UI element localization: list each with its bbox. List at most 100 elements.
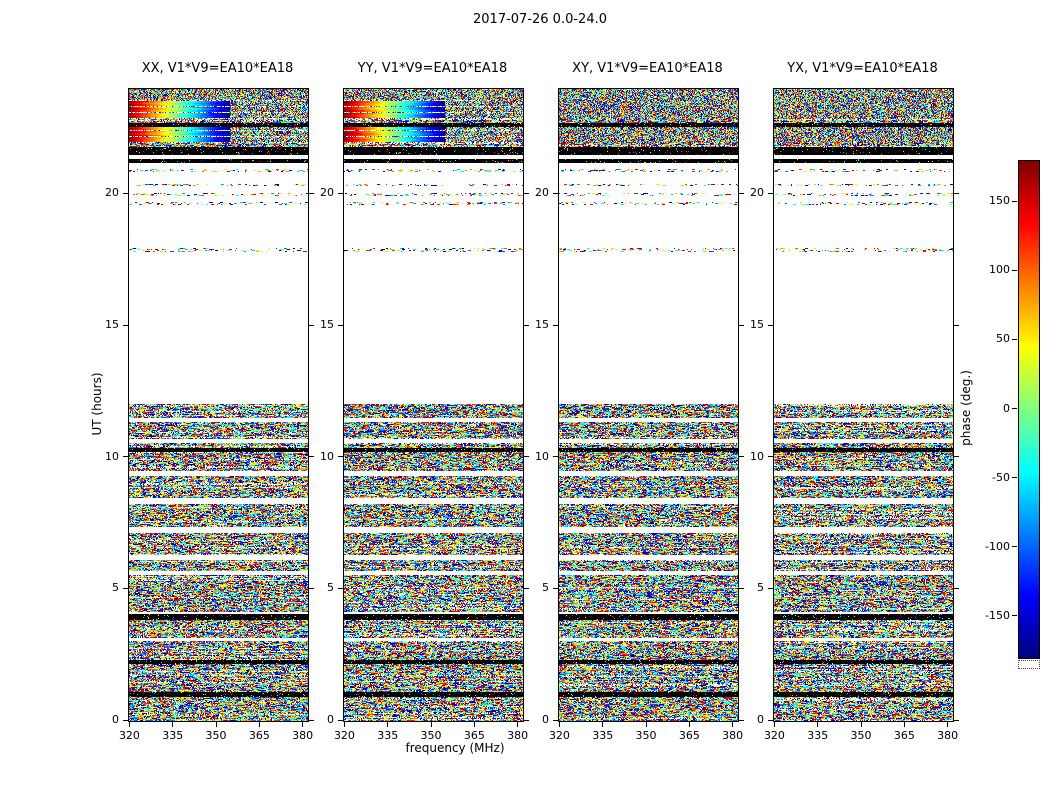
x-tick-label: 380	[937, 729, 959, 742]
y-tick-mark	[309, 192, 314, 194]
y-tick-label: 20	[750, 186, 764, 200]
colorbar-tick-mark	[1012, 477, 1017, 479]
x-tick-mark	[387, 722, 389, 727]
y-tick-mark	[768, 719, 773, 721]
x-tick-mark	[947, 722, 949, 727]
panel-xx-heatmap	[128, 88, 309, 722]
x-tick-mark	[215, 722, 217, 727]
y-tick-mark	[954, 587, 959, 589]
y-tick-label: 0	[757, 713, 764, 726]
y-tick-mark	[553, 192, 558, 194]
panel-xy-heatmap	[558, 88, 739, 722]
y-tick-mark	[524, 456, 529, 458]
y-tick-label: 15	[320, 318, 334, 331]
y-tick-label: 15	[535, 318, 549, 331]
x-tick-label: 365	[893, 729, 915, 742]
y-tick-label: 10	[320, 449, 334, 463]
x-tick-mark	[903, 722, 905, 727]
y-tick-label: 10	[105, 449, 119, 463]
y-tick-mark	[524, 719, 529, 721]
x-tick-label: 350	[420, 729, 442, 742]
x-tick-mark	[430, 722, 432, 727]
y-tick-mark	[338, 719, 343, 721]
y-tick-mark	[954, 456, 959, 458]
panel-title-xy: XY, V1*V9=EA10*EA18	[572, 61, 723, 76]
y-tick-mark	[768, 587, 773, 589]
y-tick-label: 0	[327, 713, 334, 726]
x-tick-label: 380	[507, 729, 529, 742]
x-tick-label: 365	[248, 729, 270, 742]
y-tick-mark	[309, 456, 314, 458]
y-tick-mark	[123, 587, 128, 589]
y-tick-label: 15	[750, 318, 764, 331]
y-tick-mark	[553, 719, 558, 721]
x-tick-mark	[602, 722, 604, 727]
y-tick-mark	[553, 324, 558, 326]
x-tick-mark	[128, 722, 130, 727]
y-tick-label: 10	[535, 449, 549, 463]
x-tick-label: 350	[850, 729, 872, 742]
colorbar-tick-label: 100	[989, 263, 1010, 277]
colorbar-tick-label: 0	[1003, 401, 1010, 415]
y-tick-mark	[954, 324, 959, 326]
x-tick-label: 335	[592, 729, 614, 742]
x-tick-label: 350	[205, 729, 227, 742]
figure-title: 2017-07-26 0.0-24.0	[473, 12, 607, 27]
x-tick-label: 320	[118, 729, 140, 742]
y-tick-mark	[739, 324, 744, 326]
colorbar-tick-label: 150	[989, 194, 1010, 208]
colorbar-tick-label: -150	[985, 608, 1010, 622]
x-tick-mark	[343, 722, 345, 727]
y-tick-mark	[123, 456, 128, 458]
colorbar-tick-mark	[1012, 200, 1017, 202]
y-tick-mark	[338, 324, 343, 326]
panel-title-yy: YY, V1*V9=EA10*EA18	[357, 61, 508, 76]
y-tick-mark	[524, 587, 529, 589]
x-tick-mark	[773, 722, 775, 727]
y-tick-label: 5	[112, 581, 119, 595]
y-tick-mark	[123, 324, 128, 326]
y-tick-mark	[739, 587, 744, 589]
x-tick-mark	[302, 722, 304, 727]
x-tick-mark	[732, 722, 734, 727]
y-tick-mark	[553, 587, 558, 589]
y-tick-mark	[309, 324, 314, 326]
x-tick-label: 380	[722, 729, 744, 742]
y-tick-label: 5	[327, 581, 334, 595]
y-tick-label: 20	[535, 186, 549, 200]
x-tick-mark	[172, 722, 174, 727]
y-tick-mark	[739, 456, 744, 458]
x-tick-mark	[645, 722, 647, 727]
y-axis-label: UT (hours)	[90, 372, 104, 436]
y-tick-mark	[954, 192, 959, 194]
x-tick-label: 335	[807, 729, 829, 742]
y-tick-label: 0	[112, 713, 119, 726]
x-tick-mark	[817, 722, 819, 727]
y-tick-mark	[954, 719, 959, 721]
y-tick-mark	[338, 587, 343, 589]
colorbar-tick-mark	[1012, 408, 1017, 409]
panel-title-yx: YX, V1*V9=EA10*EA18	[787, 61, 938, 76]
panel-yx-heatmap	[773, 88, 954, 722]
colorbar-tick-mark	[1012, 615, 1017, 617]
colorbar-gradient	[1018, 160, 1040, 659]
y-tick-mark	[309, 587, 314, 589]
y-tick-mark	[524, 192, 529, 194]
y-tick-label: 15	[105, 318, 119, 331]
y-tick-label: 10	[750, 449, 764, 463]
x-tick-label: 320	[333, 729, 355, 742]
y-tick-mark	[739, 719, 744, 721]
x-tick-label: 320	[548, 729, 570, 742]
x-tick-label: 380	[292, 729, 314, 742]
x-tick-label: 335	[162, 729, 184, 742]
y-tick-mark	[123, 192, 128, 194]
y-tick-label: 0	[542, 713, 549, 726]
y-tick-mark	[768, 324, 773, 326]
x-tick-mark	[473, 722, 475, 727]
panel-yy-heatmap	[343, 88, 524, 722]
y-tick-mark	[123, 719, 128, 721]
y-tick-mark	[338, 456, 343, 458]
y-tick-label: 20	[105, 186, 119, 200]
x-tick-mark	[258, 722, 260, 727]
colorbar-tick-label: 50	[996, 332, 1010, 346]
